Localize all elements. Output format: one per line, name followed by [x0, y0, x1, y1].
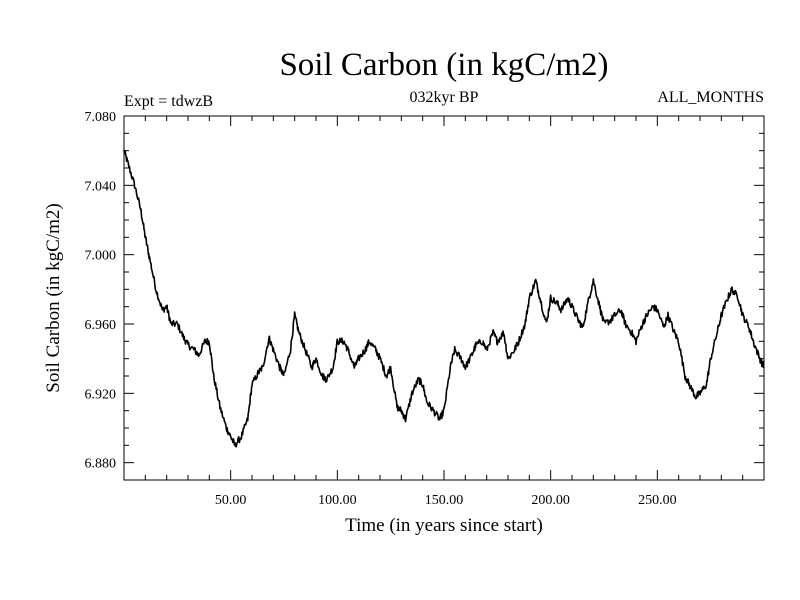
x-tick-label: 250.00	[638, 493, 677, 508]
x-tick-label: 100.00	[318, 493, 357, 508]
y-tick-label: 6.920	[85, 387, 117, 402]
y-tick-label: 7.080	[85, 110, 117, 125]
plot-frame	[123, 115, 765, 481]
y-tick-label: 7.000	[85, 249, 117, 264]
x-tick-label: 50.00	[215, 493, 247, 508]
y-tick-label: 6.960	[85, 318, 117, 333]
months-label: ALL_MONTHS	[657, 89, 764, 106]
chart-title: Soil Carbon (in kgC/m2)	[279, 47, 608, 83]
y-tick-label: 7.040	[85, 179, 117, 194]
x-tick-label: 150.00	[425, 493, 464, 508]
y-tick-label: 6.880	[85, 457, 117, 472]
experiment-label: Expt = tdwzB	[124, 93, 213, 110]
period-subtitle: 032kyr BP	[410, 89, 479, 106]
series-group	[123, 149, 765, 448]
x-tick-label: 200.00	[531, 493, 570, 508]
series-line	[123, 149, 765, 448]
axes-group: 50.00 100.00 150.00 200.00 250.00 6.880 6.920 6…	[85, 110, 764, 508]
x-axis-label: Time (in years since start)	[345, 515, 543, 536]
y-axis-label: Soil Carbon (in kgC/m2)	[43, 203, 64, 392]
